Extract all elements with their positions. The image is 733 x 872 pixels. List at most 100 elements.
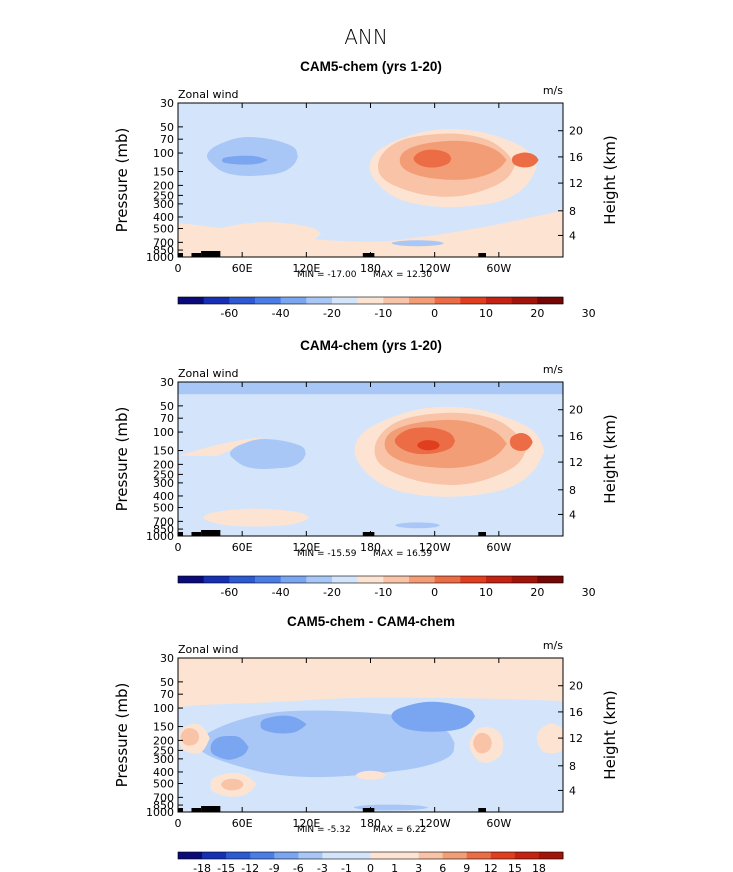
y-tick-label: 200 xyxy=(153,458,174,471)
colorbar-label: 20 xyxy=(530,586,544,599)
panel-left-label: Zonal wind xyxy=(178,88,239,101)
y-right-tick-label: 16 xyxy=(569,706,583,719)
colorbar-segment xyxy=(442,852,468,859)
x-tick-label: 60E xyxy=(232,541,253,554)
colorbar-segment xyxy=(250,852,275,859)
y-axis-label: Pressure (mb) xyxy=(113,407,131,512)
contour-region xyxy=(229,438,306,470)
colorbar-label: 0 xyxy=(431,586,438,599)
x-tick-label: 60E xyxy=(232,262,253,275)
colorbar-segment xyxy=(409,576,436,583)
colorbar-segment xyxy=(538,852,564,859)
y-right-tick-label: 12 xyxy=(569,732,583,745)
y-tick-label: 700 xyxy=(153,791,174,804)
colorbar-label: 6 xyxy=(439,862,446,872)
colorbar-label: -60 xyxy=(220,586,238,599)
colorbar-segment xyxy=(229,576,256,583)
topography-bar xyxy=(191,532,202,536)
colorbar-segment xyxy=(409,297,436,304)
colorbar-segment xyxy=(466,852,492,859)
colorbar-segment xyxy=(537,297,564,304)
page-title: ANN xyxy=(344,25,388,49)
colorbar-label: -15 xyxy=(217,862,235,872)
contour-region xyxy=(511,152,539,168)
contour-region xyxy=(417,440,440,451)
x-tick-label: 120W xyxy=(419,541,451,554)
topography-bar xyxy=(201,251,221,257)
colorbar-label: 30 xyxy=(582,307,596,320)
colorbar-segment xyxy=(486,576,513,583)
colorbar-frame xyxy=(177,851,564,860)
colorbar-segment xyxy=(202,852,227,859)
colorbar-segment xyxy=(255,576,282,583)
x-tick-label: 180 xyxy=(360,541,381,554)
contour-region xyxy=(356,770,387,780)
y-right-tick-label: 12 xyxy=(569,177,583,190)
colorbar-segment xyxy=(332,576,359,583)
topography-bar xyxy=(478,808,486,812)
contour-region xyxy=(221,778,244,791)
contour-fill xyxy=(178,103,563,257)
colorbar-segment xyxy=(203,297,230,304)
contour-region xyxy=(391,701,475,732)
panel-units: m/s xyxy=(543,84,563,97)
topography-bar xyxy=(178,253,184,257)
x-tick-label: 60W xyxy=(486,817,511,830)
topography-bar xyxy=(178,532,184,536)
topography-bar xyxy=(478,253,486,257)
colorbar-segment xyxy=(357,576,384,583)
y-right-tick-label: 4 xyxy=(569,784,576,797)
panel-units: m/s xyxy=(543,363,563,376)
x-tick-label: 60W xyxy=(486,541,511,554)
y-tick-label: 70 xyxy=(160,412,174,425)
y-tick-label: 250 xyxy=(153,189,174,202)
y-tick-label: 1000 xyxy=(146,530,174,543)
colorbar-label: 15 xyxy=(508,862,522,872)
y-tick-label: 150 xyxy=(153,445,174,458)
contour-region xyxy=(391,240,445,247)
colorbar-segment xyxy=(460,576,487,583)
y-tick-label: 250 xyxy=(153,744,174,757)
y-axis-label: Pressure (mb) xyxy=(113,128,131,233)
contour-region xyxy=(178,382,563,395)
x-tick-label: 0 xyxy=(175,262,182,275)
topography-bar xyxy=(201,530,221,536)
topography-bar xyxy=(362,808,375,812)
colorbar-label: -9 xyxy=(269,862,280,872)
colorbar-label: -1 xyxy=(341,862,352,872)
colorbar-label: -3 xyxy=(317,862,328,872)
y-right-tick-label: 8 xyxy=(569,484,576,497)
max-label: MAX = 12.30 xyxy=(373,270,432,280)
y-tick-label: 700 xyxy=(153,236,174,249)
y-right-tick-label: 16 xyxy=(569,430,583,443)
max-label: MAX = 16.59 xyxy=(373,549,432,559)
y-tick-label: 100 xyxy=(153,147,174,160)
colorbar-label: 10 xyxy=(479,307,493,320)
y-right-tick-label: 20 xyxy=(569,404,583,417)
contour-region xyxy=(395,522,441,529)
y-tick-label: 300 xyxy=(153,477,174,490)
colorbar-label: 30 xyxy=(582,586,596,599)
contour-region xyxy=(413,149,452,168)
contour-region xyxy=(180,728,200,746)
colorbar-label: 0 xyxy=(367,862,374,872)
colorbar-label: -40 xyxy=(272,307,290,320)
colorbar-segment xyxy=(514,852,540,859)
colorbar-segment xyxy=(370,852,396,859)
contour-region xyxy=(260,715,307,734)
y-tick-label: 300 xyxy=(153,753,174,766)
x-tick-label: 0 xyxy=(175,541,182,554)
y-tick-label: 70 xyxy=(160,133,174,146)
y-tick-label: 500 xyxy=(153,223,174,236)
colorbar-label: 18 xyxy=(532,862,546,872)
max-label: MAX = 6.22 xyxy=(373,825,426,835)
x-tick-label: 120E xyxy=(292,817,320,830)
colorbar-segment xyxy=(434,297,461,304)
colorbar-label: -60 xyxy=(220,307,238,320)
y-tick-label: 850 xyxy=(153,523,174,536)
y-axis-right-label: Height (km) xyxy=(601,135,619,224)
colorbar-segment xyxy=(274,852,299,859)
contour-region xyxy=(473,732,492,754)
